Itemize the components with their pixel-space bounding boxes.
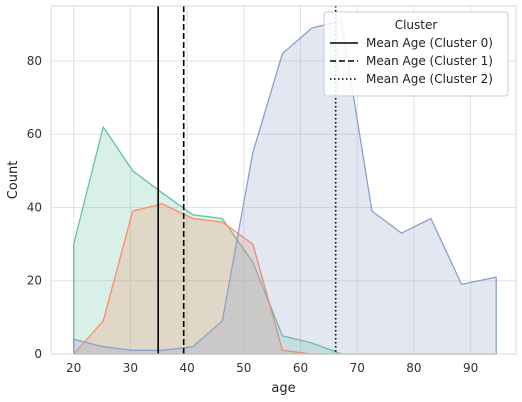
- y-tick-label: 80: [27, 54, 42, 68]
- x-tick-label: 20: [66, 361, 81, 375]
- x-tick-label: 70: [350, 361, 365, 375]
- x-tick-label: 60: [293, 361, 308, 375]
- legend-entry-label: Mean Age (Cluster 2): [366, 72, 493, 86]
- legend-entry-label: Mean Age (Cluster 0): [366, 36, 493, 50]
- y-tick-labels: 0 20 40 60 80: [27, 54, 42, 361]
- legend-entry-label: Mean Age (Cluster 1): [366, 54, 493, 68]
- x-tick-label: 40: [179, 361, 194, 375]
- x-tick-labels: 20 30 40 50 60 70 80 90: [66, 361, 478, 375]
- y-tick-label: 40: [27, 200, 42, 214]
- legend-title: Cluster: [395, 18, 438, 32]
- x-tick-label: 80: [406, 361, 421, 375]
- plot-frame: [50, 5, 517, 355]
- mean-age-lines: [157, 6, 337, 354]
- y-tick-label: 60: [27, 127, 42, 141]
- x-tick-label: 50: [236, 361, 251, 375]
- legend-box: [323, 11, 509, 97]
- area-series-group: [73, 20, 497, 355]
- y-axis-label: Count: [6, 161, 21, 200]
- y-tick-label: 0: [34, 347, 42, 361]
- area-series-2: [73, 20, 497, 355]
- y-tick-label: 20: [27, 274, 42, 288]
- x-tick-label: 30: [123, 361, 138, 375]
- legend: Cluster Mean Age (Cluster 0) Mean Age (Cl…: [323, 11, 509, 97]
- x-axis-label: age: [271, 381, 295, 396]
- x-tick-label: 90: [463, 361, 478, 375]
